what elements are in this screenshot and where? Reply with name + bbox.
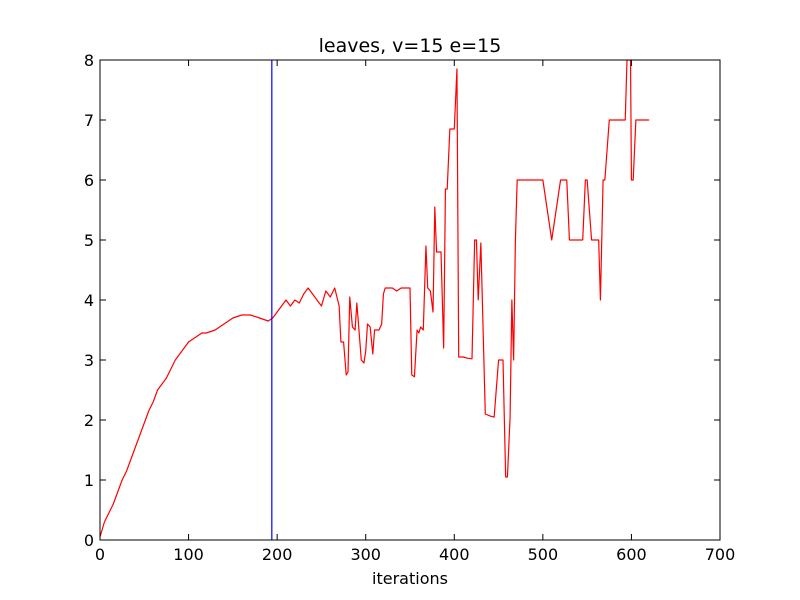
y-tick-label: 3 [84, 351, 94, 370]
x-tick-label: 100 [173, 545, 204, 564]
x-tick-label: 400 [439, 545, 470, 564]
x-tick-label: 600 [616, 545, 647, 564]
x-tick-label: 0 [95, 545, 105, 564]
chart-title: leaves, v=15 e=15 [319, 35, 502, 57]
x-axis-label: iterations [372, 569, 448, 588]
x-tick-label: 300 [350, 545, 381, 564]
axis-ticks: 0 100 200 300 400 500 600 700 0 1 2 3 4 5 6 7 8 [84, 51, 735, 564]
y-tick-label: 7 [84, 111, 94, 130]
series-line-0 [100, 60, 650, 538]
x-tick-label: 500 [528, 545, 559, 564]
y-tick-label: 8 [84, 51, 94, 70]
y-tick-label: 2 [84, 411, 94, 430]
y-tick-label: 1 [84, 471, 94, 490]
plot-area [100, 60, 650, 540]
plot-frame [99, 59, 721, 541]
y-tick-label: 4 [84, 291, 94, 310]
y-tick-label: 5 [84, 231, 94, 250]
y-tick-label: 0 [84, 531, 94, 550]
x-tick-label: 700 [705, 545, 736, 564]
y-tick-label: 6 [84, 171, 94, 190]
x-tick-label: 200 [262, 545, 293, 564]
